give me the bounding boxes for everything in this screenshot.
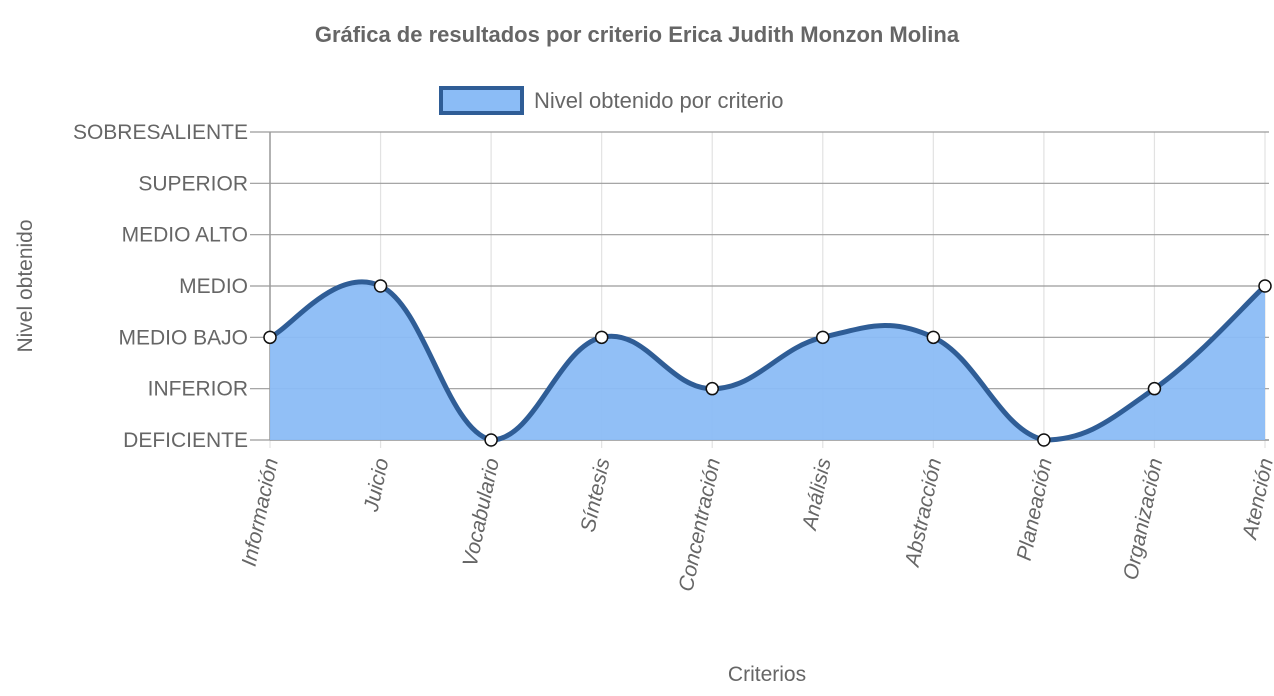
y-tick-label: MEDIO bbox=[179, 275, 248, 298]
series-line bbox=[268, 279, 1267, 443]
data-point[interactable] bbox=[484, 433, 498, 447]
x-tick-label: Organización bbox=[1119, 456, 1167, 582]
data-point[interactable] bbox=[263, 330, 277, 345]
data-point[interactable] bbox=[1258, 279, 1272, 293]
x-tick-label: Análisis bbox=[798, 456, 836, 534]
x-tick-label: Juicio bbox=[360, 456, 394, 515]
y-tick-label: MEDIO BAJO bbox=[118, 326, 248, 349]
y-tick-label: MEDIO ALTO bbox=[122, 224, 248, 247]
points-layer bbox=[263, 279, 1272, 447]
chart-title: Gráfica de resultados por criterio Erica… bbox=[315, 22, 960, 47]
x-tick-label: Síntesis bbox=[577, 456, 615, 534]
x-tick-label: Abstracción bbox=[900, 456, 946, 570]
y-tick-label: DEFICIENTE bbox=[123, 429, 248, 452]
x-axis-ticks: Información Juicio Vocabulario Síntesis Conc… bbox=[238, 456, 1274, 594]
x-tick-label: Vocabulario bbox=[459, 456, 504, 569]
data-point[interactable] bbox=[705, 381, 719, 396]
data-point[interactable] bbox=[373, 279, 388, 293]
series-area bbox=[270, 281, 1265, 440]
y-tick-label: SOBRESALIENTE bbox=[73, 121, 248, 144]
x-tick-label: Concentración bbox=[674, 456, 725, 593]
legend-label: Nivel obtenido por criterio bbox=[534, 88, 783, 113]
y-tick-label: SUPERIOR bbox=[138, 172, 248, 195]
data-point[interactable] bbox=[816, 330, 830, 345]
data-point[interactable] bbox=[594, 330, 609, 345]
x-tick-label: Información bbox=[238, 456, 283, 568]
legend-swatch bbox=[439, 86, 524, 115]
x-axis-title: Criterios bbox=[728, 663, 806, 686]
data-point[interactable] bbox=[926, 330, 941, 345]
series-layer bbox=[268, 279, 1267, 443]
x-tick-label: Atención bbox=[1238, 456, 1274, 543]
y-axis-title: Nivel obtenido bbox=[14, 219, 37, 352]
legend[interactable]: Nivel obtenido por criterio bbox=[439, 86, 783, 115]
y-axis-ticks: DEFICIENTE INFERIOR MEDIO BAJO MEDIO MEDIO A… bbox=[73, 121, 248, 452]
data-point[interactable] bbox=[1147, 381, 1162, 396]
y-tick-label: INFERIOR bbox=[148, 378, 248, 401]
data-point[interactable] bbox=[1037, 433, 1051, 447]
x-tick-label: Planeación bbox=[1013, 456, 1057, 562]
